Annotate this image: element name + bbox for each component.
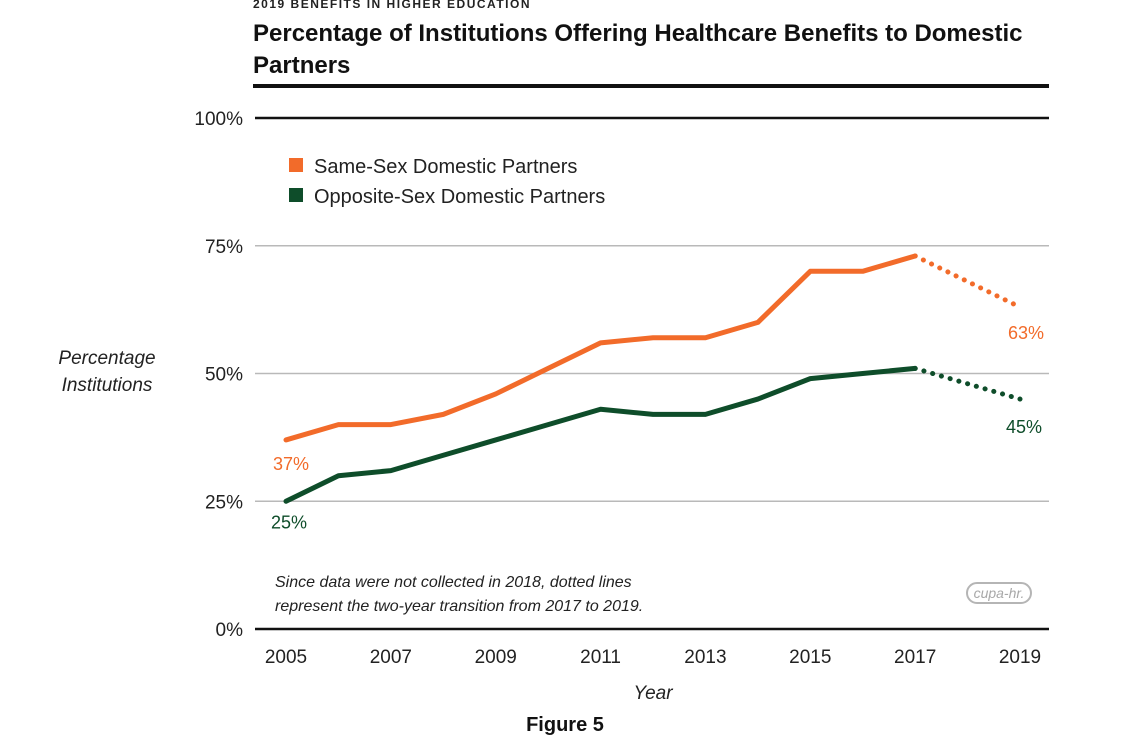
x-axis-label: Year bbox=[633, 683, 673, 704]
y-tick-label: 100% bbox=[194, 109, 243, 130]
x-tick-label: 2019 bbox=[999, 647, 1041, 668]
chart-title: Percentage of Institutions Offering Heal… bbox=[253, 20, 1023, 79]
x-tick-label: 2017 bbox=[894, 647, 936, 668]
data-label-start: 25% bbox=[271, 512, 307, 532]
x-tick-label: 2015 bbox=[789, 647, 831, 668]
x-tick-label: 2009 bbox=[475, 647, 517, 668]
y-tick-label: 50% bbox=[205, 365, 243, 386]
report-kicker: 2019 BENEFITS IN HIGHER EDUCATION bbox=[253, 0, 531, 11]
series-line-1 bbox=[283, 253, 918, 443]
legend-label: Same-Sex Domestic Partners bbox=[314, 156, 577, 178]
y-tick-label: 0% bbox=[216, 620, 244, 641]
logo-text: cupa-hr. bbox=[974, 585, 1025, 601]
title-rule bbox=[253, 84, 1049, 88]
y-axis-label: Percentage bbox=[58, 348, 155, 369]
x-tick-label: 2007 bbox=[370, 647, 412, 668]
chart-note: represent the two-year transition from 2… bbox=[275, 598, 643, 615]
figure-label: Figure 5 bbox=[526, 714, 604, 736]
chart-note: Since data were not collected in 2018, d… bbox=[275, 574, 632, 591]
cupa-hr-logo: cupa-hr. bbox=[966, 582, 1032, 604]
series-dotted-line-2 bbox=[912, 365, 1023, 402]
data-label-start: 37% bbox=[273, 454, 309, 474]
series-line-2 bbox=[283, 365, 918, 504]
data-label-end: 63% bbox=[1008, 323, 1044, 343]
legend-swatch-2 bbox=[289, 188, 303, 202]
series-dotted-line-1 bbox=[912, 253, 1023, 310]
x-tick-label: 2011 bbox=[580, 647, 621, 668]
y-tick-label: 75% bbox=[205, 237, 243, 258]
x-tick-label: 2005 bbox=[265, 647, 307, 668]
y-axis-label: Institutions bbox=[62, 375, 153, 396]
legend-label: Opposite-Sex Domestic Partners bbox=[314, 186, 605, 208]
legend-swatch-1 bbox=[289, 158, 303, 172]
y-tick-label: 25% bbox=[205, 492, 243, 513]
data-label-end: 45% bbox=[1006, 417, 1042, 437]
x-tick-label: 2013 bbox=[684, 647, 726, 668]
